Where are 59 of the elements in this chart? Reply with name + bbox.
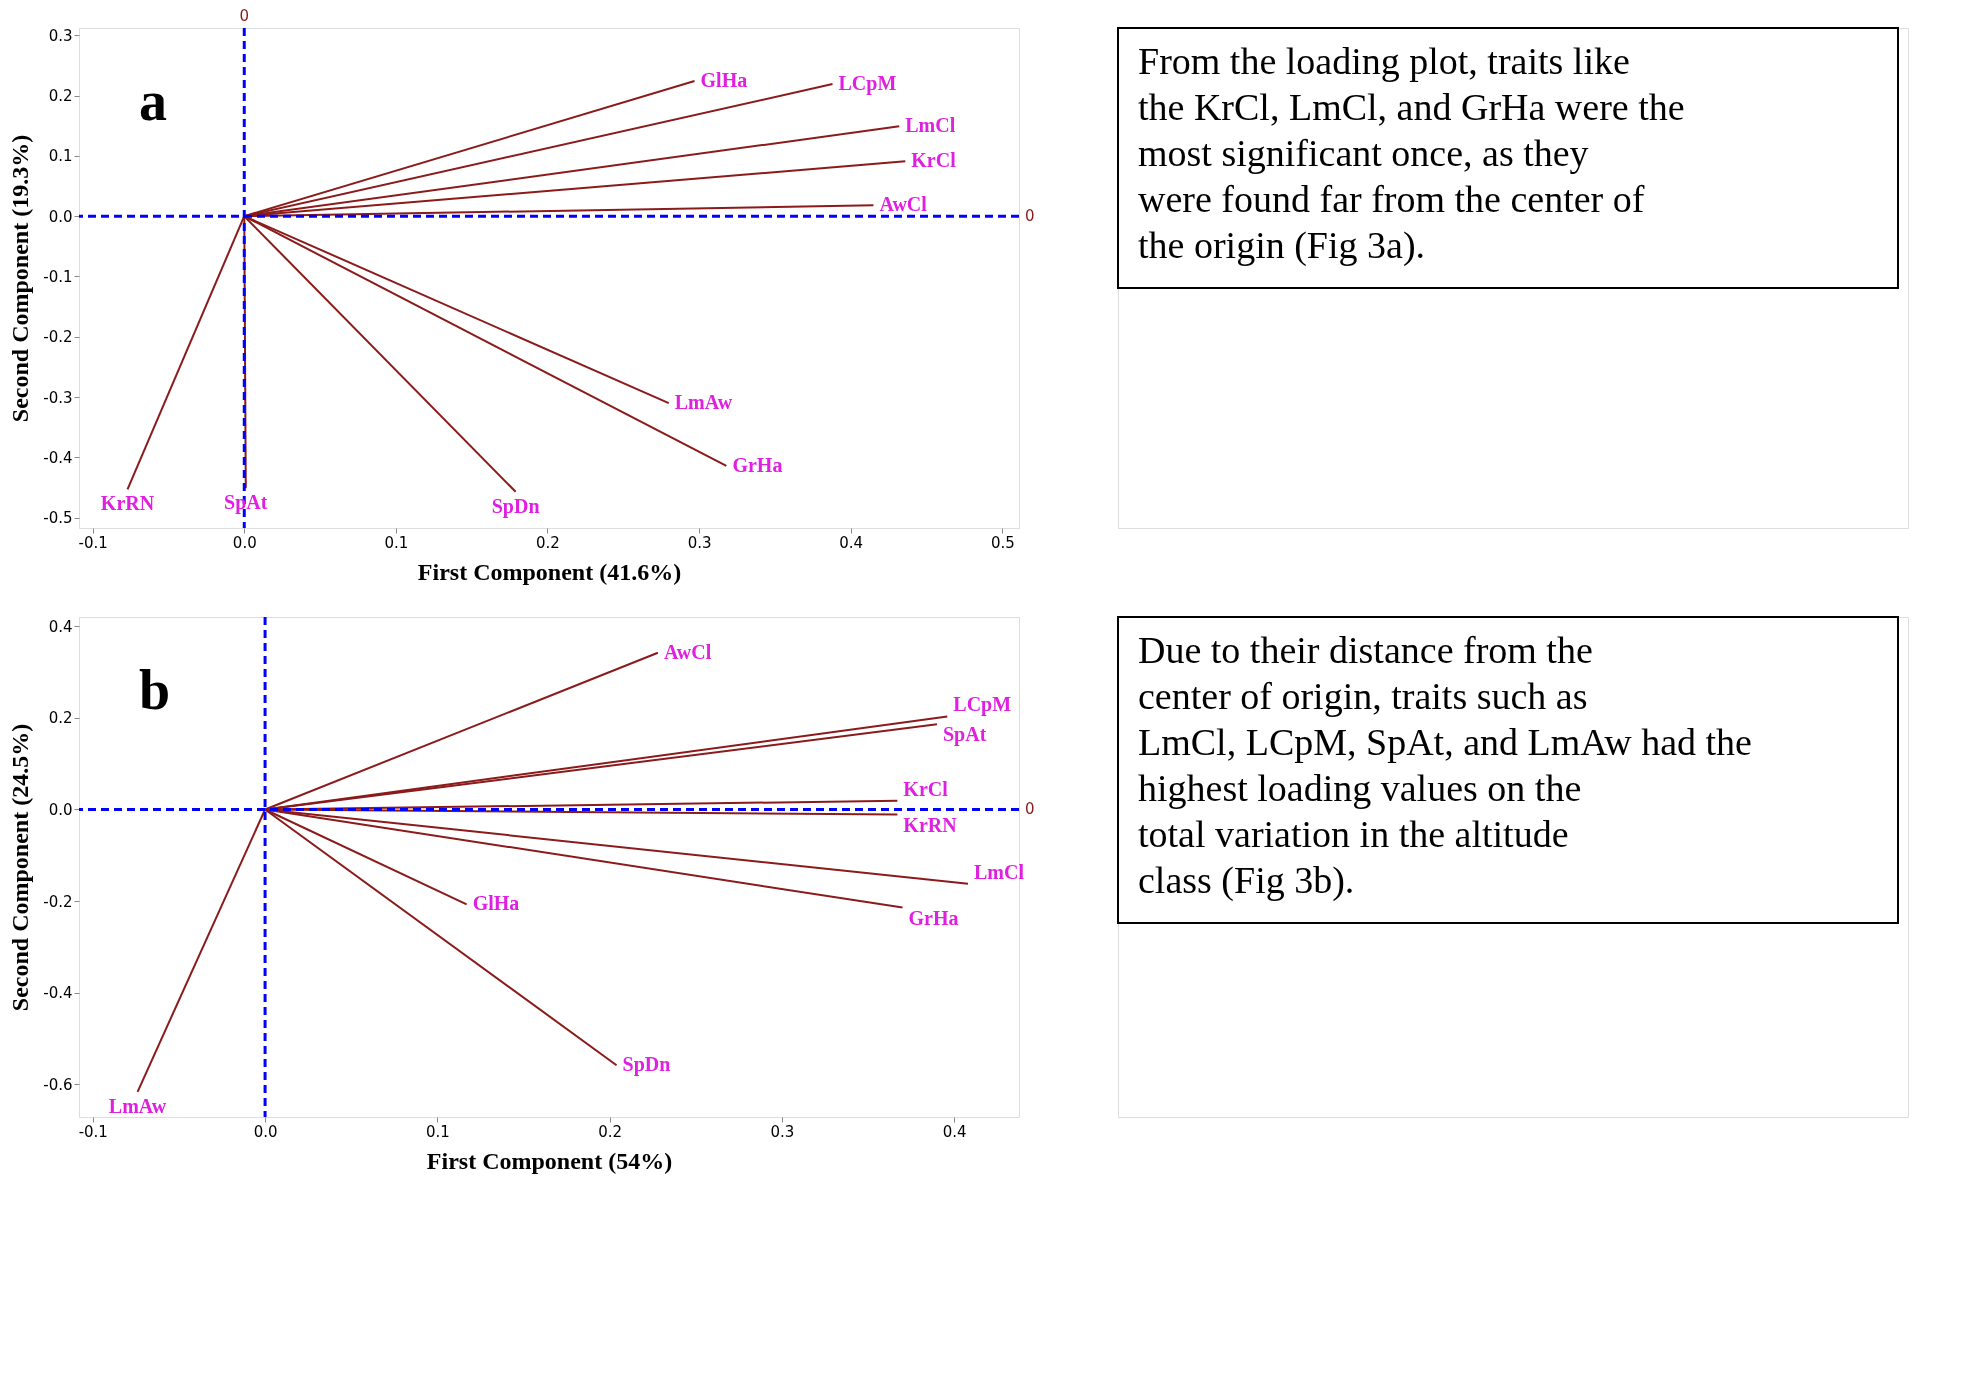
y-tick-label: 0.3 — [48, 26, 73, 45]
series-label: LmAw — [674, 391, 733, 414]
x-tick-label: -0.1 — [78, 1122, 108, 1141]
series-label: GrHa — [732, 453, 783, 476]
series-label: LmCl — [905, 114, 956, 137]
x-tick-label: 0.4 — [942, 1122, 967, 1141]
series-label: SpAt — [224, 491, 268, 515]
series-label: SpAt — [942, 723, 987, 747]
series-label: LCpM — [838, 72, 897, 96]
y-tick-label: -0.4 — [43, 984, 73, 1003]
y-axis-title: Second Component (24.5%) — [7, 723, 34, 1012]
annotation: b — [139, 659, 171, 721]
series-label: KrCl — [911, 149, 957, 172]
x-tick-label: -0.1 — [78, 533, 108, 552]
series-label: GlHa — [700, 69, 748, 92]
ref-line-label: 0 — [239, 7, 250, 25]
x-tick-label: 0.0 — [232, 533, 257, 552]
series-label: AwCl — [879, 193, 928, 216]
y-tick-label: -0.2 — [43, 892, 73, 911]
text: From the loading plot, traits like the KrCl, LmCl, and GrHa were the most significant once, as they were found far from the center of the origin (Fig 3a). — [1138, 40, 1685, 267]
y-tick-label: 0.1 — [48, 147, 73, 166]
series-label: LmCl — [974, 860, 1025, 883]
series-label: KrRN — [100, 492, 155, 515]
y-tick-label: -0.2 — [43, 328, 73, 347]
y-tick-label: -0.4 — [43, 448, 73, 467]
x-tick-label: 0.0 — [253, 1122, 278, 1141]
series-label: SpDn — [491, 494, 540, 518]
x-tick-label: 0.1 — [425, 1122, 450, 1141]
series-label: GlHa — [472, 892, 520, 915]
x-tick-label: 0.3 — [770, 1122, 795, 1141]
ref-line-label: 0 — [1025, 207, 1035, 226]
y-tick-label: 0.4 — [48, 617, 73, 636]
ref-line-label: 0 — [1025, 800, 1035, 819]
x-axis-title: First Component (54%) — [426, 1147, 673, 1174]
series-label: LmAw — [108, 1094, 167, 1117]
text: Due to their distance from the center of origin, traits such as LmCl, LCpM, SpAt, and LmAw had the highest loading values on the total variation in the altitude class (Fig 3b). — [1138, 629, 1752, 902]
x-tick-label: 0.4 — [839, 533, 864, 552]
series-label: GrHa — [908, 906, 959, 929]
x-tick-label: 0.2 — [598, 1122, 623, 1141]
x-tick-label: 0.2 — [536, 533, 560, 552]
y-tick-label: 0.0 — [48, 207, 73, 226]
series-label: LCpM — [953, 693, 1012, 717]
series-label: SpDn — [622, 1053, 671, 1077]
y-tick-label: 0.2 — [48, 87, 73, 106]
annotation: a — [139, 70, 167, 132]
y-tick-label: -0.1 — [43, 267, 73, 286]
y-tick-label: 0.0 — [48, 800, 73, 819]
y-axis-title: Second Component (19.3%) — [7, 134, 34, 423]
series-label: KrCl — [903, 777, 949, 800]
x-tick-label: 0.1 — [384, 533, 409, 552]
series-label: AwCl — [663, 640, 712, 663]
y-tick-label: -0.3 — [43, 388, 73, 407]
x-tick-label: 0.5 — [990, 533, 1015, 552]
x-tick-label: 0.3 — [687, 533, 712, 552]
y-tick-label: 0.2 — [48, 709, 73, 728]
x-axis-title: First Component (41.6%) — [417, 558, 682, 585]
series-label: KrRN — [903, 813, 958, 836]
y-tick-label: -0.6 — [43, 1075, 73, 1094]
y-tick-label: -0.5 — [43, 509, 73, 528]
